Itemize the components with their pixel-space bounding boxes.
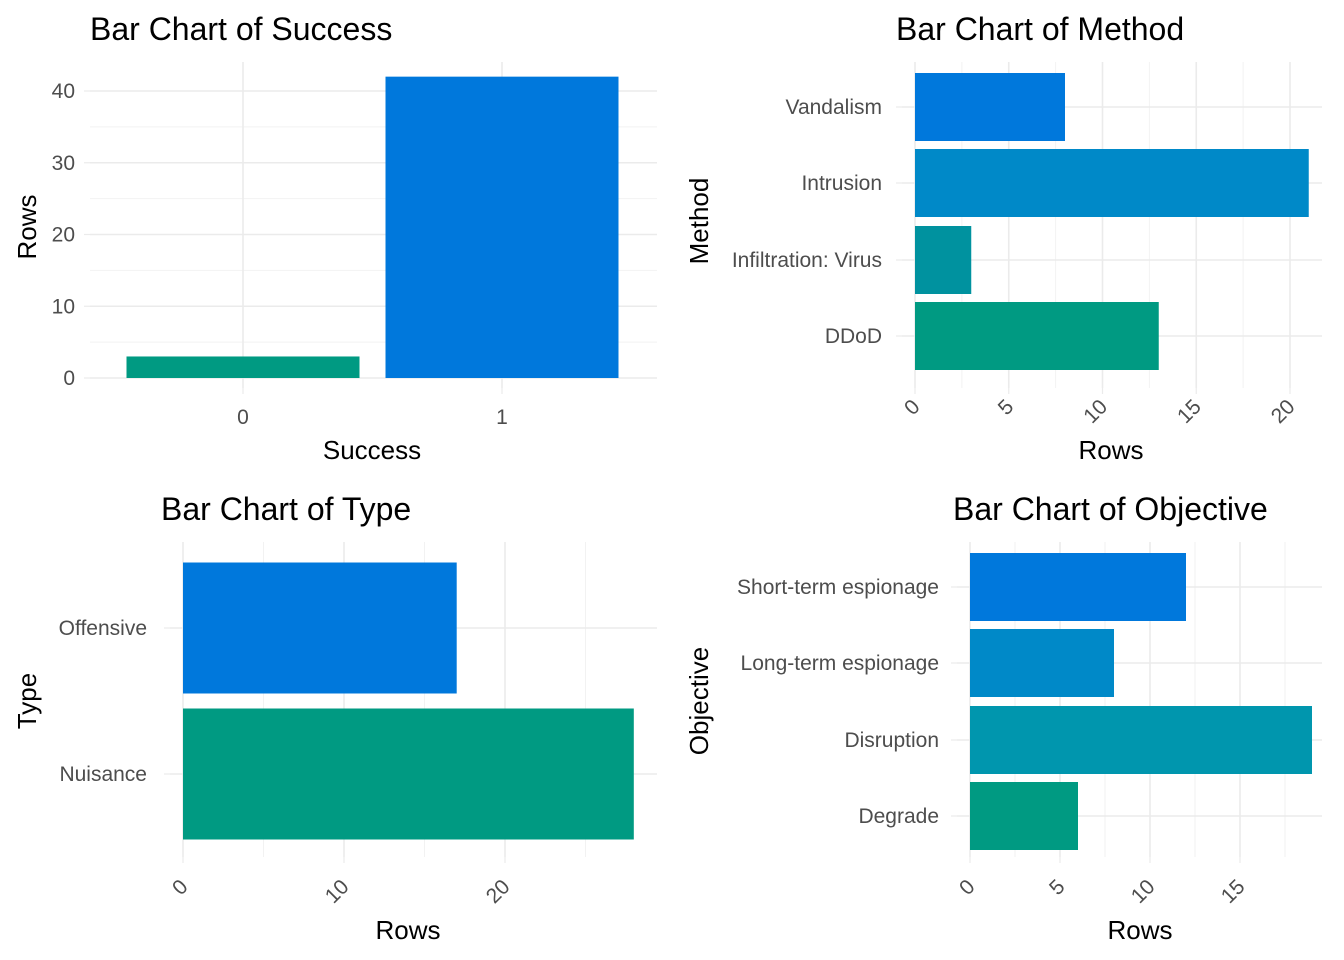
type-y-tick-label: Offensive bbox=[59, 617, 147, 640]
objective-bar bbox=[970, 782, 1078, 850]
objective-x-tick-label: 0 bbox=[955, 875, 980, 900]
method-y-tick-label: Intrusion bbox=[801, 172, 882, 195]
success-bar-0 bbox=[126, 356, 360, 378]
objective-x-axis-title: Rows bbox=[1107, 915, 1172, 945]
success-y-tick-label: 10 bbox=[52, 295, 75, 318]
type-bar bbox=[183, 562, 457, 694]
method-chart-title: Bar Chart of Method bbox=[896, 11, 1184, 47]
method-bar bbox=[915, 302, 1159, 370]
success-y-tick-label: 30 bbox=[52, 152, 75, 175]
method-bar bbox=[915, 149, 1309, 217]
method-y-tick-label: Vandalism bbox=[786, 96, 883, 119]
success-y-axis-title: Rows bbox=[12, 194, 42, 259]
method-y-axis-title: Method bbox=[684, 178, 714, 265]
objective-y-tick-label: Degrade bbox=[858, 805, 939, 828]
method-x-tick-label: 15 bbox=[1173, 395, 1206, 428]
success-chart: Bar Chart of Success Success Rows 0 10102… bbox=[12, 11, 657, 465]
type-x-tick-label: 0 bbox=[168, 875, 193, 900]
success-x-axis-title: Success bbox=[323, 435, 421, 465]
type-chart: Bar Chart of Type Rows Type Nuisance Offe… bbox=[12, 491, 657, 945]
method-x-tick-label: 5 bbox=[994, 395, 1019, 420]
type-bar bbox=[183, 708, 634, 840]
method-x-tick-label: 10 bbox=[1079, 395, 1112, 428]
method-y-tick-label: Infiltration: Virus bbox=[732, 249, 882, 272]
method-bar bbox=[915, 73, 1065, 141]
objective-y-axis-title: Objective bbox=[684, 647, 714, 755]
type-chart-title: Bar Chart of Type bbox=[161, 491, 411, 527]
objective-bar bbox=[970, 706, 1312, 774]
type-y-axis-title: Type bbox=[12, 673, 42, 729]
objective-chart: Bar Chart of Objective Rows Objective De… bbox=[684, 491, 1322, 945]
method-chart: Bar Chart of Method Rows Method DDoD Infi… bbox=[684, 11, 1322, 465]
objective-x-tick-label: 10 bbox=[1127, 875, 1160, 908]
objective-x-tick-label: 5 bbox=[1045, 875, 1070, 900]
method-x-tick-label: 0 bbox=[900, 395, 925, 420]
success-chart-title: Bar Chart of Success bbox=[90, 11, 392, 47]
success-x-tick-label: 0 bbox=[237, 406, 249, 429]
type-y-tick-label: Nuisance bbox=[59, 763, 147, 786]
success-bar-1 bbox=[385, 76, 619, 379]
type-x-axis-title: Rows bbox=[375, 915, 440, 945]
method-bar bbox=[915, 226, 972, 294]
success-y-tick-label: 20 bbox=[52, 224, 75, 247]
type-x-tick-label: 10 bbox=[321, 875, 354, 908]
type-x-tick-label: 20 bbox=[482, 875, 515, 908]
objective-y-tick-label: Short-term espionage bbox=[737, 576, 939, 599]
objective-chart-title: Bar Chart of Objective bbox=[953, 491, 1268, 527]
method-x-axis-title: Rows bbox=[1078, 435, 1143, 465]
success-x-tick-label: 1 bbox=[496, 406, 508, 429]
objective-bar bbox=[970, 553, 1186, 621]
success-y-tick-label: 40 bbox=[52, 80, 75, 103]
method-x-tick-label: 20 bbox=[1267, 395, 1300, 428]
objective-bar bbox=[970, 629, 1114, 697]
method-y-tick-label: DDoD bbox=[825, 325, 882, 348]
objective-y-tick-label: Long-term espionage bbox=[741, 652, 939, 675]
objective-y-tick-label: Disruption bbox=[844, 729, 939, 752]
objective-x-tick-label: 15 bbox=[1217, 875, 1250, 908]
success-y-tick-label: 0 bbox=[63, 367, 75, 390]
